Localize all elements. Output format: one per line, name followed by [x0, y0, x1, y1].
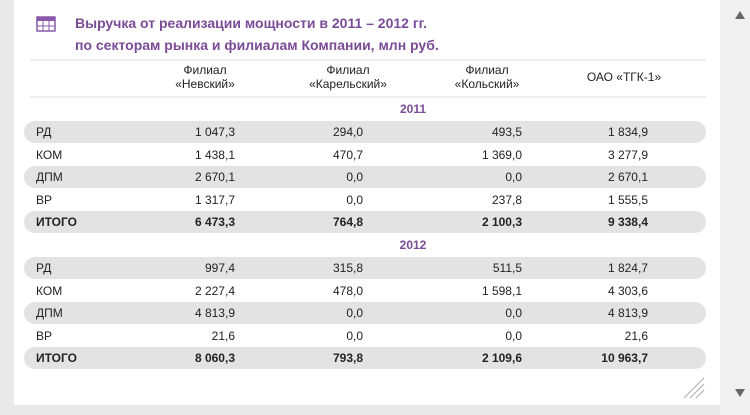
- row-label: ИТОГО: [36, 215, 77, 230]
- row-stripe: [24, 121, 706, 143]
- cell: 0,0: [346, 328, 363, 343]
- cell: 493,5: [491, 125, 522, 139]
- cell: 2 109,6: [481, 351, 522, 366]
- cell: 0,0: [505, 328, 522, 343]
- cell: 2 670,1: [607, 170, 648, 185]
- column-header: Филиал: [465, 63, 509, 77]
- cell: 21,6: [624, 328, 648, 343]
- cell: 1 555,5: [607, 192, 648, 207]
- row-label: КОМ: [36, 283, 63, 298]
- cell: 1 369,0: [481, 147, 522, 162]
- row-label: РД: [36, 125, 52, 139]
- cell: 511,5: [492, 261, 522, 275]
- cell: 0,0: [505, 306, 522, 321]
- column-header: Филиал: [326, 63, 370, 77]
- section-year: 2012: [399, 238, 427, 252]
- row-stripe: [24, 347, 706, 370]
- row-label: КОМ: [36, 147, 63, 162]
- cell: 4 813,9: [607, 306, 648, 321]
- cell: 21,6: [211, 328, 235, 343]
- cell: 470,7: [332, 147, 363, 162]
- cell: 315,8: [332, 261, 363, 275]
- column-header: «Невский»: [175, 77, 235, 91]
- cell: 9 338,4: [607, 215, 648, 230]
- row-stripe: [24, 257, 706, 279]
- row-label: РД: [36, 261, 52, 275]
- cell: 0,0: [346, 192, 363, 207]
- column-header: Филиал: [183, 63, 227, 77]
- cell: 764,8: [332, 215, 363, 230]
- row-label: ИТОГО: [36, 351, 77, 366]
- section-year: 2011: [399, 102, 427, 116]
- cell: 237,8: [491, 192, 522, 207]
- cell: 1 317,7: [194, 192, 235, 207]
- cell: 0,0: [505, 170, 522, 185]
- row-label: ДПМ: [36, 170, 63, 185]
- cell: 2 670,1: [194, 170, 235, 185]
- cell: 793,8: [332, 351, 363, 366]
- cell: 1 047,3: [194, 125, 235, 139]
- title-line: по секторам рынка и филиалам Компании, м…: [75, 37, 439, 53]
- column-header: «Кольский»: [454, 77, 520, 91]
- row-label: ВР: [36, 328, 53, 343]
- cell: 294,0: [332, 125, 363, 139]
- row-stripe: [24, 166, 706, 189]
- cell: 10 963,7: [601, 351, 648, 366]
- row-label: ДПМ: [36, 306, 63, 321]
- cell: 4 303,6: [607, 283, 648, 298]
- cell: 4 813,9: [194, 306, 235, 321]
- panel: [14, 0, 720, 405]
- cell: 3 277,9: [607, 147, 648, 162]
- column-header: «Карельский»: [309, 77, 387, 91]
- row-stripe: [24, 211, 706, 234]
- cell: 1 598,1: [481, 283, 522, 298]
- cell: 0,0: [346, 306, 363, 321]
- cell: 6 473,3: [194, 215, 235, 230]
- cell: 8 060,3: [194, 351, 235, 366]
- row-stripe: [24, 302, 706, 325]
- cell: 1 824,7: [607, 261, 648, 275]
- cell: 2 100,3: [481, 215, 522, 230]
- cell: 0,0: [346, 170, 363, 185]
- cell: 478,0: [332, 283, 363, 298]
- cell: 2 227,4: [194, 283, 235, 298]
- cell: 1 834,9: [607, 125, 648, 139]
- row-label: ВР: [36, 192, 53, 207]
- column-header: ОАО «ТГК-1»: [586, 70, 662, 84]
- title-line: Выручка от реализации мощности в 2011 – …: [75, 15, 427, 31]
- cell: 1 438,1: [194, 147, 235, 162]
- cell: 997,4: [204, 261, 235, 275]
